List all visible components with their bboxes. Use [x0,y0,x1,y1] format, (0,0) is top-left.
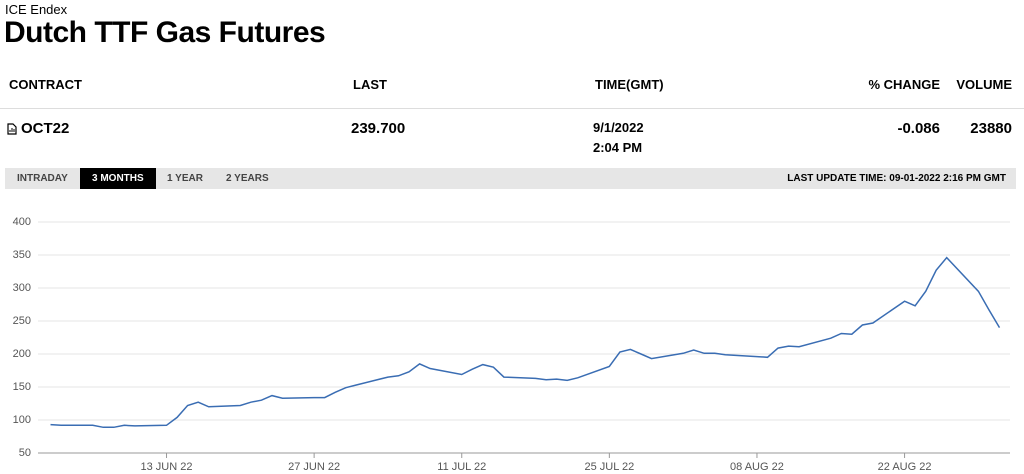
doc-icon [7,123,17,135]
chart: 50 100 150 200 250 300 350 400 13 JUN 22 27 JUN 2… [13,216,1010,473]
volume: 23880 [970,120,1012,137]
contract-link[interactable]: OCT22 [21,120,70,137]
y-tick-label: 200 [13,348,31,360]
y-tick-label: 400 [13,216,31,228]
x-tick-label: 22 AUG 22 [878,461,932,473]
col-header: LAST [353,77,387,92]
last-update: LAST UPDATE TIME: 09-01-2022 2:16 PM GMT [787,173,1006,184]
trade-date: 9/1/2022 [593,120,644,135]
x-tick-label: 08 AUG 22 [730,461,784,473]
trade-time: 2:04 PM [593,140,643,155]
range-tab[interactable]: 2 YEARS [226,173,269,184]
range-tab[interactable]: 3 MONTHS [80,168,156,189]
col-header: TIME(GMT) [595,77,664,92]
change: -0.086 [897,120,940,137]
title: Dutch TTF Gas Futures [4,16,326,49]
x-tick-label: 27 JUN 22 [288,461,340,473]
tab-bar: LAST UPDATE TIME: 09-01-2022 2:16 PM GMT… [5,168,1016,189]
y-tick-label: 150 [13,381,31,393]
y-tick-label: 100 [13,414,31,426]
x-tick-label: 13 JUN 22 [141,461,193,473]
subtitle: ICE Endex [5,2,68,17]
col-header: CONTRACT [9,77,82,92]
col-header: % CHANGE [868,77,940,92]
last-price: 239.700 [351,120,406,137]
y-tick-label: 300 [13,282,31,294]
y-tick-label: 350 [13,249,31,261]
col-header: VOLUME [956,77,1012,92]
y-tick-label: 50 [19,447,31,459]
x-tick-label: 11 JUL 22 [437,461,486,473]
price-line [50,256,1001,429]
range-tab[interactable]: INTRADAY [17,173,68,184]
range-tab[interactable]: 1 YEAR [167,173,203,184]
x-tick-label: 25 JUL 22 [584,461,634,473]
separator [0,108,1024,109]
y-tick-label: 250 [13,315,31,327]
